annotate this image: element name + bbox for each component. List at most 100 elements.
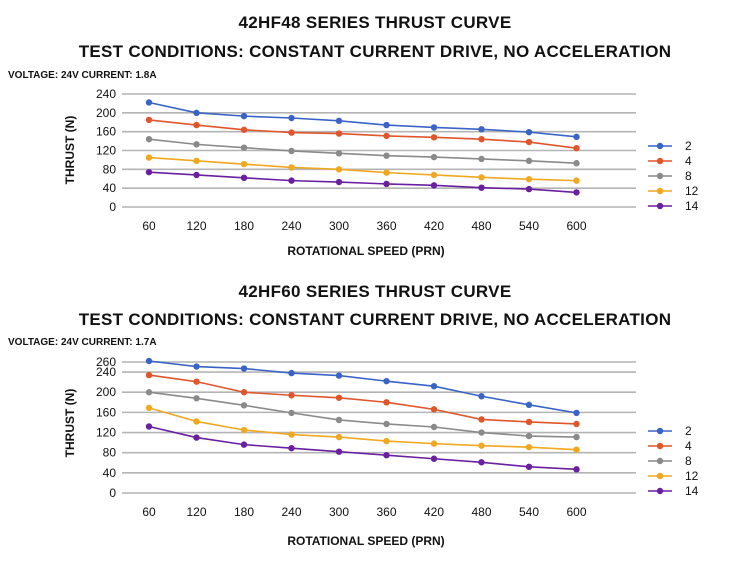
y-axis-label: THRUST (N) (63, 116, 77, 185)
y-tick-label: 40 (103, 466, 117, 480)
x-tick-label: 480 (471, 505, 491, 519)
data-point (288, 444, 295, 452)
legend-label: 8 (685, 169, 692, 183)
legend-marker (656, 457, 664, 465)
data-point (335, 150, 343, 157)
data-point (145, 389, 153, 396)
data-point (335, 178, 343, 186)
data-point (430, 455, 438, 462)
data-point (478, 416, 485, 423)
x-tick-label: 420 (424, 219, 444, 233)
data-point (525, 185, 533, 193)
chart-1-svg: 0 40 80 120 160 200 240 60 120 180 240 300 360 420 480… (63, 87, 699, 258)
y-tick-label: 200 (96, 106, 116, 120)
x-tick-label: 480 (471, 219, 491, 233)
legend-marker (656, 202, 664, 210)
x-tick-label: 120 (186, 505, 206, 519)
legend-marker (656, 157, 664, 165)
data-point (193, 171, 200, 179)
data-point (525, 418, 533, 426)
legend-label: 8 (685, 454, 692, 468)
data-point (383, 437, 390, 445)
data-point (430, 440, 438, 447)
x-tick-label: 420 (424, 505, 444, 519)
data-point (383, 121, 390, 129)
data-point (288, 164, 295, 171)
data-point (573, 189, 580, 196)
x-axis-label: ROTATIONAL SPEED (PRN) (287, 534, 444, 548)
data-point (335, 416, 343, 424)
data-point (573, 144, 580, 152)
data-point (288, 129, 295, 136)
x-tick-label: 540 (519, 505, 539, 519)
data-point (335, 448, 343, 455)
data-point (240, 441, 248, 448)
data-point (383, 452, 390, 459)
y-tick-label: 0 (109, 200, 116, 214)
data-point (573, 446, 580, 453)
data-point (430, 382, 438, 390)
data-point (573, 420, 580, 428)
data-point (383, 132, 390, 140)
data-point (573, 160, 580, 167)
legend-marker (656, 487, 664, 495)
series-line (148, 360, 577, 414)
data-point (478, 155, 485, 163)
data-point (145, 136, 153, 143)
data-point (335, 166, 343, 173)
y-tick-label: 240 (96, 365, 116, 379)
data-point (478, 184, 485, 191)
data-point (335, 130, 343, 137)
data-point (145, 357, 153, 365)
legend-label: 2 (685, 424, 692, 438)
data-point (525, 463, 533, 470)
x-tick-label: 60 (142, 219, 156, 233)
y-tick-label: 120 (96, 426, 116, 440)
legend-label: 14 (685, 484, 699, 498)
legend-marker (656, 472, 664, 480)
data-point (335, 433, 343, 441)
series-line (148, 138, 577, 165)
y-tick-label: 160 (96, 405, 116, 419)
data-point (430, 423, 438, 431)
data-point (193, 378, 200, 385)
x-axis-label: ROTATIONAL SPEED (PRN) (287, 244, 444, 258)
data-point (430, 134, 438, 141)
data-point (240, 365, 248, 372)
data-point (383, 399, 390, 406)
legend-marker (656, 187, 664, 195)
data-point (525, 401, 533, 409)
data-point (525, 443, 533, 451)
data-point (240, 160, 248, 168)
data-point (430, 153, 438, 161)
data-point (573, 133, 580, 141)
data-point (240, 144, 248, 151)
data-point (383, 377, 390, 385)
y-tick-label: 260 (96, 355, 116, 369)
series-line (148, 171, 577, 194)
x-tick-label: 360 (376, 219, 396, 233)
y-tick-label: 80 (103, 446, 117, 460)
data-point (478, 393, 485, 400)
data-point (335, 372, 343, 379)
data-point (335, 117, 343, 125)
data-point (383, 420, 390, 428)
data-point (145, 168, 153, 176)
chart-2-subtitle: TEST CONDITIONS: CONSTANT CURRENT DRIVE,… (78, 310, 672, 329)
series-line (148, 407, 577, 451)
y-tick-label: 160 (96, 125, 116, 139)
y-tick-label: 120 (96, 144, 116, 158)
chart-2-title: 42HF60 SERIES THRUST CURVE (238, 282, 512, 301)
y-tick-label: 80 (103, 162, 117, 176)
legend-marker (656, 142, 664, 150)
data-point (383, 169, 390, 176)
data-point (288, 369, 295, 377)
data-point (478, 136, 485, 143)
data-point (525, 138, 533, 146)
data-point (478, 429, 485, 436)
data-point (573, 466, 580, 473)
data-point (193, 157, 200, 165)
legend-label: 4 (685, 439, 692, 453)
legend-marker (656, 172, 664, 180)
